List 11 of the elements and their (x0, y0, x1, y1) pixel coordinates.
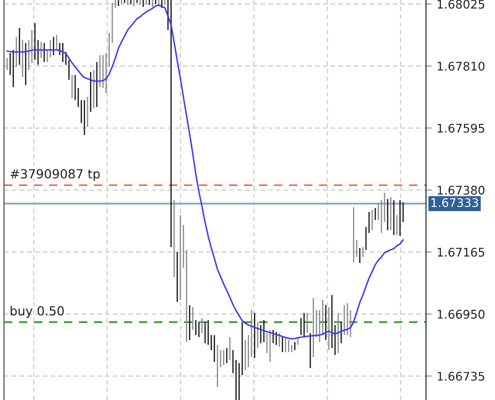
ref-line-label: #37909087 tp (10, 169, 100, 181)
y-tick-label: 1.66735 (438, 372, 484, 381)
y-tick-label: 1.67595 (438, 124, 484, 133)
y-tick-label: 1.67810 (438, 62, 484, 71)
y-tick-label: 1.67165 (438, 248, 484, 257)
y-tick-label: 1.67380 (438, 186, 484, 195)
ref-line-label: 1.67333 (431, 198, 478, 208)
y-tick-label: 1.66950 (438, 310, 484, 319)
line-series (6, 4, 404, 340)
y-tick-label: 1.68025 (438, 0, 484, 9)
ref-line-label: buy 0.50 (10, 306, 64, 318)
